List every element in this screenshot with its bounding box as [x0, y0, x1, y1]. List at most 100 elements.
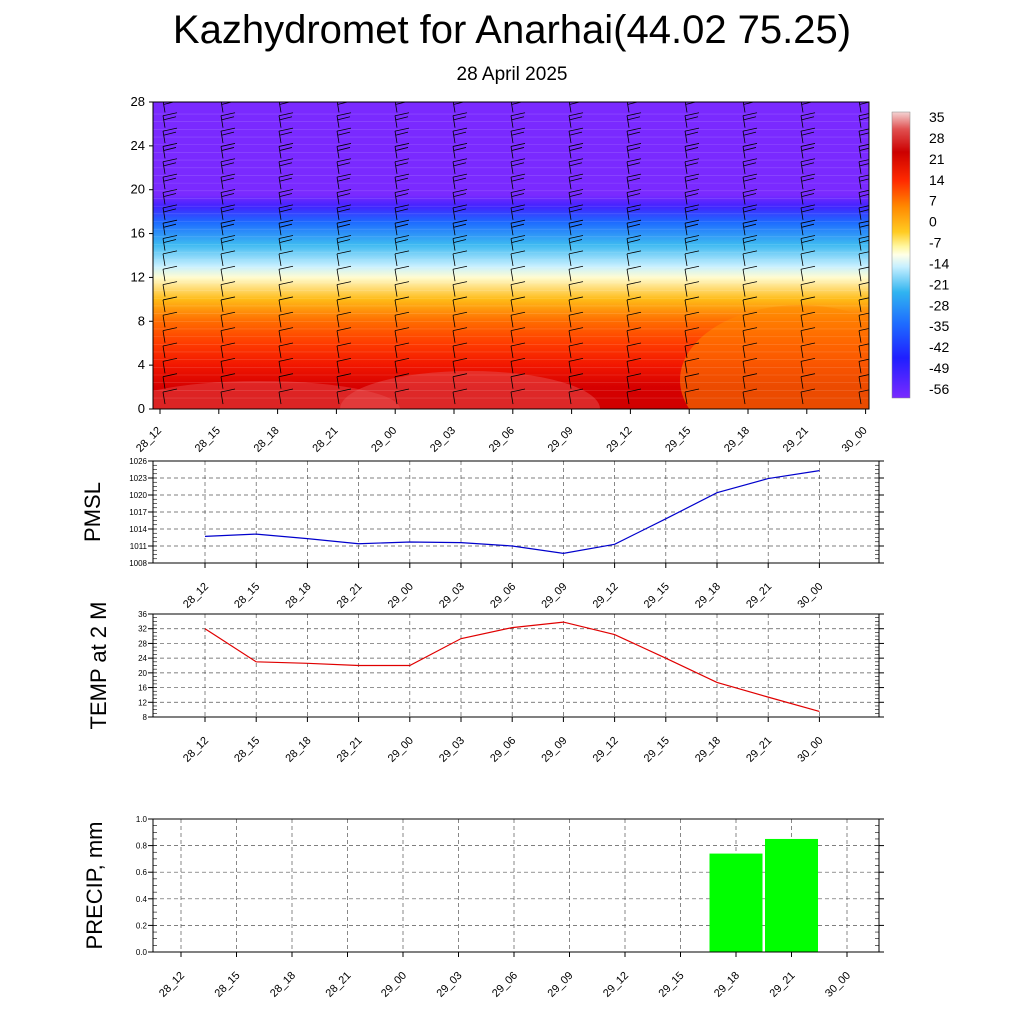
wind-barb-flag: [510, 127, 526, 132]
wind-barb: [684, 158, 700, 174]
wind-barb-flag: [162, 204, 178, 209]
wind-barb-staff: [452, 330, 456, 343]
wind-barb-flag: [742, 388, 758, 393]
wind-barb-flag: [569, 116, 583, 121]
wind-barb-staff: [510, 238, 514, 251]
wind-barb-flag: [452, 127, 468, 132]
wind-barb: [626, 357, 642, 374]
wind-barb-staff: [336, 284, 340, 297]
x-tick-label: 29_12: [601, 970, 631, 1000]
wind-barb: [858, 113, 869, 128]
wind-barb: [394, 373, 410, 389]
wind-barb-flag: [743, 116, 757, 121]
wind-barb-flag: [452, 265, 468, 270]
wind-barb: [626, 311, 642, 328]
wind-barb-flag: [394, 250, 410, 255]
wind-barb-flag: [221, 97, 235, 100]
wind-barb-flag: [452, 189, 468, 193]
wind-barb-staff: [452, 207, 456, 220]
wind-barb-flag: [801, 239, 815, 243]
wind-barb: [800, 327, 816, 343]
wind-barb: [568, 311, 584, 328]
wind-barb: [336, 189, 352, 205]
x-tick-label: 29_15: [657, 970, 687, 1000]
wind-barb-staff: [800, 315, 804, 328]
wind-barb-flag: [278, 112, 294, 117]
wind-barb-flag: [220, 357, 236, 362]
wind-barb-flag: [453, 147, 467, 151]
wind-barb-staff: [162, 361, 166, 374]
wind-barb-flag: [743, 162, 757, 167]
wind-barb-flag: [511, 162, 525, 167]
wind-barb-flag: [452, 204, 468, 209]
wind-barb-staff: [684, 361, 688, 374]
wind-barb-staff: [626, 161, 630, 174]
wind-barb-flag: [162, 388, 178, 393]
x-tick-label: 29_21: [781, 425, 811, 455]
wind-barb-flag: [336, 281, 352, 285]
wind-barb-staff: [336, 269, 340, 282]
wind-barb: [394, 189, 410, 205]
wind-barb-flag: [742, 311, 758, 316]
wind-barb-staff: [394, 315, 398, 328]
wind-barb-flag: [394, 235, 410, 239]
y-tick-label: 12: [131, 269, 145, 284]
wind-barb-flag: [163, 193, 177, 197]
plot-frame: [152, 101, 870, 410]
wind-barb-flag: [163, 177, 177, 182]
wind-barb: [220, 127, 236, 144]
wind-barb: [510, 204, 526, 220]
wind-barb-flag: [684, 173, 700, 178]
wind-barb-flag: [278, 357, 294, 362]
wind-barb-staff: [162, 330, 166, 343]
wind-barb-flag: [685, 162, 699, 167]
wind-barb-staff: [394, 330, 398, 343]
wind-barb-flag: [568, 158, 584, 163]
wind-barb-staff: [568, 315, 572, 328]
wind-barb-flag: [859, 239, 869, 243]
wind-barb: [510, 373, 526, 389]
wind-barb-staff: [394, 391, 398, 405]
wind-barb-flag: [220, 143, 236, 147]
wind-barb-staff: [394, 345, 398, 359]
wind-barb-flag: [220, 373, 236, 378]
wind-barb-flag: [511, 239, 525, 243]
y-tick-label: 1023: [129, 474, 147, 483]
colorbar-label: -35: [929, 318, 949, 334]
wind-barb-flag: [742, 204, 758, 209]
wind-barb-flag: [858, 389, 869, 393]
wind-barb-flag: [743, 131, 757, 136]
wind-barb-staff: [220, 161, 224, 174]
wind-barb-staff: [742, 376, 746, 389]
wind-barb-flag: [336, 158, 352, 163]
wind-barb: [278, 189, 294, 205]
wind-barb-staff: [394, 253, 398, 266]
wind-barb: [278, 143, 294, 159]
wind-barb-flag: [742, 296, 758, 301]
wind-barb: [858, 282, 869, 297]
wind-barb: [626, 219, 642, 236]
wind-barb-flag: [162, 235, 178, 239]
wind-barb-flag: [336, 388, 352, 393]
wind-barb-staff: [278, 207, 282, 220]
wind-barb-flag: [220, 311, 236, 316]
wind-barb-flag: [279, 97, 293, 100]
wind-barb-staff: [858, 284, 862, 297]
wind-barb: [220, 327, 236, 343]
wind-barb-staff: [394, 361, 398, 374]
wind-barb-flag: [395, 177, 409, 182]
wind-barb-staff: [162, 131, 166, 144]
wind-barb-staff: [162, 115, 166, 128]
wind-barb: [394, 173, 410, 190]
wind-barb-staff: [626, 253, 630, 266]
wind-barb-flag: [394, 204, 410, 209]
wind-barb: [220, 281, 236, 297]
wind-barb: [684, 219, 700, 236]
wind-barb-staff: [800, 131, 804, 144]
wind-barb-staff: [568, 269, 572, 282]
wind-barb-flag: [685, 147, 699, 151]
wind-barb-staff: [684, 345, 688, 359]
x-tick-label: 29_12: [604, 425, 634, 455]
y-tick-label: 1017: [129, 508, 147, 517]
y-tick-label: 20: [138, 669, 147, 678]
